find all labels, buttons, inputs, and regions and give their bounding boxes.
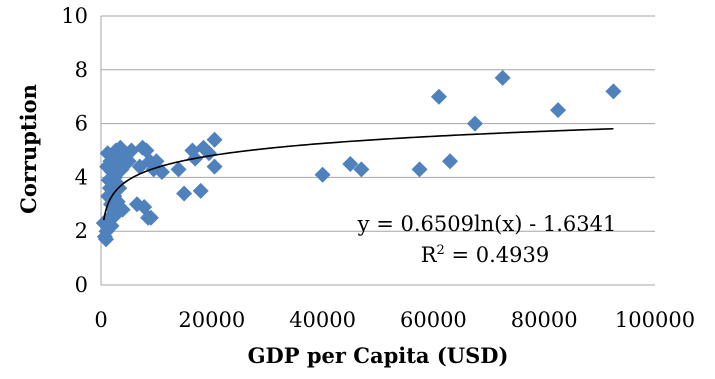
data-point <box>342 155 359 172</box>
y-tick-label: 4 <box>75 165 88 189</box>
data-point <box>605 83 622 100</box>
trendline <box>102 127 614 221</box>
data-point <box>123 142 140 159</box>
data-point <box>466 115 483 132</box>
trendline-equation: y = 0.6509ln(x) - 1.6341 <box>357 212 617 236</box>
data-point <box>148 153 165 170</box>
y-tick-label: 0 <box>75 273 88 297</box>
data-point <box>206 158 223 175</box>
x-tick-label: 0 <box>94 308 107 332</box>
x-axis-title: GDP per Capita (USD) <box>248 343 509 368</box>
y-tick-label: 10 <box>61 4 88 28</box>
x-tick-label: 100000 <box>615 308 695 332</box>
data-point <box>411 161 428 178</box>
data-point <box>176 185 193 202</box>
r-squared-label: R2 = 0.4939 <box>421 243 550 267</box>
x-tick-label: 40000 <box>289 308 356 332</box>
x-tick-label: 20000 <box>178 308 245 332</box>
data-point <box>353 161 370 178</box>
data-point <box>114 201 131 218</box>
x-tick-labels: 0 20000 40000 60000 80000 100000 <box>94 308 695 332</box>
data-point <box>142 209 159 226</box>
data-point <box>206 131 223 148</box>
y-tick-labels: 0 2 4 6 8 10 <box>61 4 88 297</box>
y-tick-label: 2 <box>75 219 88 243</box>
y-axis-title: Corruption <box>16 84 41 214</box>
data-point <box>314 166 331 183</box>
y-tick-label: 6 <box>75 112 88 136</box>
x-tick-label: 60000 <box>400 308 467 332</box>
y-tick-label: 8 <box>75 58 88 82</box>
data-point <box>442 153 459 170</box>
data-point <box>430 88 447 105</box>
data-point <box>550 102 567 119</box>
data-point <box>170 161 187 178</box>
data-point <box>192 182 209 199</box>
data-point <box>494 69 511 86</box>
x-tick-label: 80000 <box>511 308 578 332</box>
gridlines <box>101 15 655 232</box>
data-points <box>95 69 622 248</box>
